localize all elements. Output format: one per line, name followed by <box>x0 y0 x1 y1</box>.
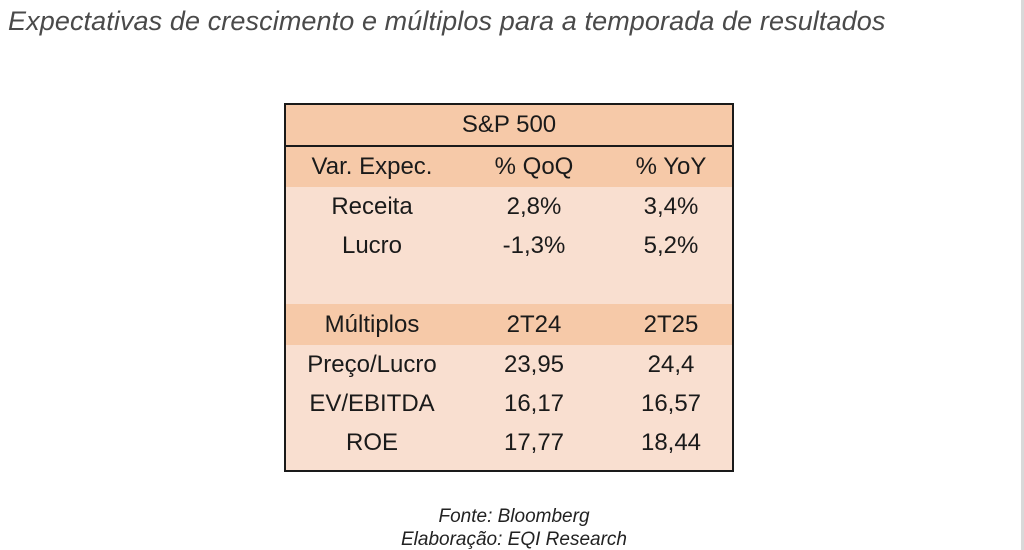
header-cell: % QoQ <box>494 153 574 180</box>
credit-note: Elaboração: EQI Research <box>400 529 627 550</box>
table-cell: 24,4 <box>647 351 695 378</box>
row-label: Preço/Lucro <box>307 351 437 378</box>
header-cell: 2T25 <box>643 311 699 338</box>
multiples-header-row: Múltiplos 2T24 2T25 <box>286 304 732 345</box>
row-label: EV/EBITDA <box>309 390 435 417</box>
header-cell: 2T24 <box>506 311 562 338</box>
header-cell: Var. Expec. <box>311 153 433 180</box>
table-row: Preço/Lucro 23,95 24,4 <box>286 345 732 384</box>
table-row: Receita 2,8% 3,4% <box>286 187 732 226</box>
window-edge <box>1021 0 1024 550</box>
row-label: ROE <box>345 429 398 456</box>
header-cell: % YoY <box>635 153 707 180</box>
header-cell: Múltiplos <box>324 311 420 338</box>
page-title: Expectativas de crescimento e múltiplos … <box>8 6 886 36</box>
table-cell: -1,3% <box>502 232 566 259</box>
table-title: S&P 500 <box>286 105 732 147</box>
source-note: Fonte: Bloomberg <box>438 506 590 527</box>
table-cell: 16,17 <box>503 390 565 417</box>
table-cell: 5,2% <box>643 232 699 259</box>
table-cell: 16,57 <box>640 390 702 417</box>
table-row: EV/EBITDA 16,17 16,57 <box>286 384 732 423</box>
table-cell: 18,44 <box>640 429 702 456</box>
table-cell: 17,77 <box>503 429 565 456</box>
table-cell: 3,4% <box>643 193 699 220</box>
table-cell: 23,95 <box>503 351 565 378</box>
table-row: ROE 17,77 18,44 <box>286 423 732 462</box>
sp500-table: S&P 500 Var. Expec. % QoQ % YoY Receita … <box>284 103 734 472</box>
table-cell: 2,8% <box>506 193 562 220</box>
spacer-row <box>286 265 732 304</box>
table-row: Lucro -1,3% 5,2% <box>286 226 732 265</box>
growth-header-row: Var. Expec. % QoQ % YoY <box>286 147 732 187</box>
row-label: Receita <box>331 193 413 220</box>
row-label: Lucro <box>341 232 403 259</box>
